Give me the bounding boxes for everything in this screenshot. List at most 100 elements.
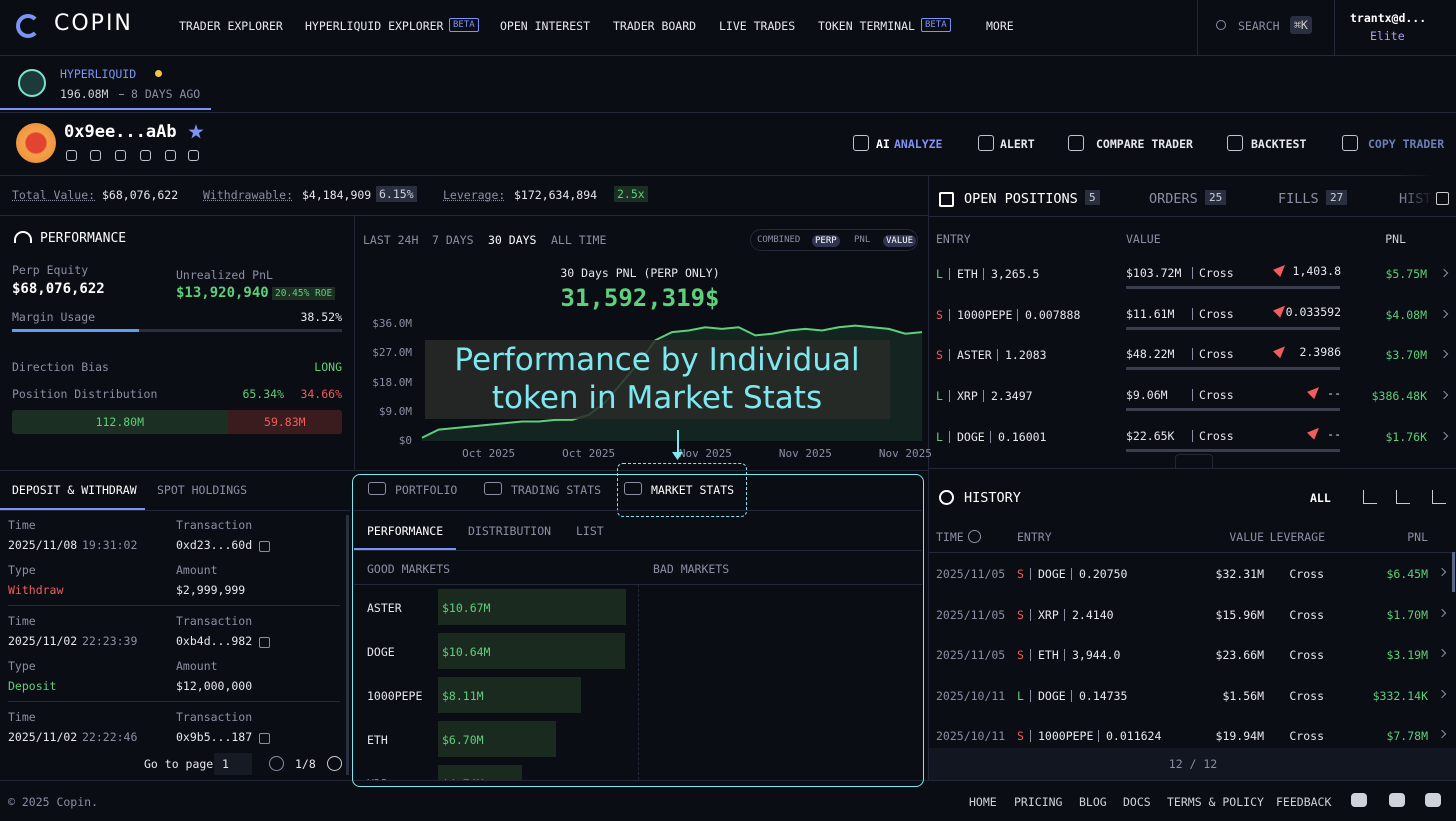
price: 3,944.0 xyxy=(1072,648,1121,662)
tab[interactable]: PORTFOLIO xyxy=(395,483,458,497)
divider xyxy=(1064,649,1065,661)
tab-icon xyxy=(368,482,386,495)
chevron xyxy=(1437,608,1447,617)
action[interactable]: ALERT xyxy=(1000,137,1035,151)
icon xyxy=(14,231,32,243)
nav-item[interactable]: LIVE TRADES xyxy=(719,19,796,33)
amount: $2,999,999 xyxy=(176,583,246,597)
chevron xyxy=(1439,268,1449,278)
value: $22.65K xyxy=(1126,428,1175,443)
nav-item[interactable]: TOKEN TERMINAL xyxy=(818,19,915,33)
tab[interactable]: MARKET STATS xyxy=(651,483,735,497)
divider xyxy=(1192,429,1193,442)
icon xyxy=(66,150,77,161)
label: Margin Usage xyxy=(12,310,96,324)
tab-underline xyxy=(0,508,145,510)
logo: COPIN xyxy=(54,11,133,36)
tx[interactable]: 0x9b5...187 xyxy=(176,730,253,744)
tx[interactable]: 0xd23...60d xyxy=(176,538,253,552)
toggle-option[interactable]: COMBINED xyxy=(757,235,801,245)
panel-title: PERFORMANCE xyxy=(40,231,127,246)
nav-item[interactable]: TRADER EXPLORER xyxy=(179,19,283,33)
pnl: $3.19M xyxy=(1386,648,1428,662)
toggle-option[interactable]: PERP xyxy=(812,235,840,247)
footer-link[interactable]: DOCS xyxy=(1123,795,1151,809)
period-tab[interactable]: LAST 24H xyxy=(363,233,419,247)
nav-item[interactable]: HYPERLIQUID EXPLORER xyxy=(305,19,444,33)
liq-price: -- xyxy=(1327,386,1341,401)
period-tab[interactable]: 30 DAYS xyxy=(488,233,537,247)
y-tick-label: $18.0M xyxy=(372,375,412,389)
roe: 20.45% ROE xyxy=(272,287,336,300)
chevron xyxy=(1439,350,1449,359)
page-input[interactable]: 1 xyxy=(214,753,252,775)
subtab[interactable]: DISTRIBUTION xyxy=(468,524,552,538)
track xyxy=(1126,408,1340,412)
highlight-panel xyxy=(352,474,924,787)
footer-link[interactable]: PRICING xyxy=(1014,795,1063,809)
tab[interactable]: ORDERS xyxy=(1149,191,1198,207)
footer-link[interactable]: FEEDBACK xyxy=(1276,795,1332,809)
market-bar xyxy=(438,721,557,757)
nav-item[interactable]: OPEN INTEREST xyxy=(500,19,591,33)
toggle-option[interactable]: PNL xyxy=(854,235,871,245)
tab[interactable]: SPOT HOLDINGS xyxy=(157,483,248,497)
history-icon xyxy=(939,490,954,505)
footer-link[interactable]: HOME xyxy=(969,795,997,809)
tab[interactable]: FILLS xyxy=(1278,191,1319,207)
side: L xyxy=(1017,688,1024,703)
column-header: ENTRY xyxy=(936,232,971,246)
action[interactable]: ANALYZE xyxy=(894,137,943,151)
rocket-icon xyxy=(1273,346,1285,359)
liq-price: 2.3986 xyxy=(1299,345,1341,360)
action[interactable]: AI xyxy=(876,137,890,151)
subtab[interactable]: PERFORMANCE xyxy=(367,524,444,538)
tab-count: 27 xyxy=(1326,190,1348,205)
action[interactable]: COPY TRADER xyxy=(1368,137,1445,151)
label: Amount xyxy=(176,563,218,577)
market-value: $6.70M xyxy=(442,733,484,747)
tab[interactable]: DEPOSIT & WITHDRAW xyxy=(12,483,137,497)
search[interactable]: SEARCH xyxy=(1238,19,1280,33)
action[interactable]: COMPARE TRADER xyxy=(1096,137,1193,151)
divider xyxy=(0,470,928,471)
rocket-icon xyxy=(1307,387,1319,400)
clock: 22:23:39 xyxy=(82,634,138,648)
type: Deposit xyxy=(8,679,57,693)
label: Total Value: xyxy=(12,188,96,202)
period-tab[interactable]: ALL TIME xyxy=(551,233,607,247)
date: 2025/11/05 xyxy=(936,567,1006,581)
tab[interactable]: OPEN POSITIONS xyxy=(964,191,1078,207)
divider xyxy=(0,175,1456,176)
tab[interactable]: TRADING STATS xyxy=(511,483,602,497)
user[interactable]: trantx@d... xyxy=(1350,11,1427,25)
filter[interactable]: ALL xyxy=(1310,491,1331,505)
side: S xyxy=(1017,607,1024,622)
divider xyxy=(1064,608,1065,621)
chevron xyxy=(1437,567,1447,577)
label: Go to page xyxy=(144,757,214,771)
track xyxy=(1126,367,1340,371)
badge: 6.15% xyxy=(376,186,417,202)
tx[interactable]: 0xb4d...982 xyxy=(176,634,253,648)
short-pct: 34.66% xyxy=(300,387,342,401)
period-tab[interactable]: 7 DAYS xyxy=(432,233,474,247)
price: 0.007888 xyxy=(1025,307,1081,322)
action[interactable]: BACKTEST xyxy=(1251,137,1307,151)
label: Type xyxy=(8,659,36,673)
margin: Cross xyxy=(1289,729,1324,743)
divider xyxy=(1098,730,1099,742)
value: $48.22M xyxy=(1126,347,1175,362)
footer-link[interactable]: TERMS & POLICY xyxy=(1167,795,1264,809)
nav-item[interactable]: TRADER BOARD xyxy=(613,19,697,33)
toggle-option[interactable]: VALUE xyxy=(883,235,917,247)
nav-item[interactable]: MORE xyxy=(986,19,1014,33)
footer-link[interactable]: BLOG xyxy=(1079,795,1107,809)
divider xyxy=(997,349,998,362)
date: 2025/11/05 xyxy=(936,607,1006,622)
divider xyxy=(0,215,928,216)
liq-price: 1,403.8 xyxy=(1292,264,1341,278)
action-icon xyxy=(978,135,994,151)
margin: Cross xyxy=(1289,648,1324,662)
subtab[interactable]: LIST xyxy=(576,524,604,538)
